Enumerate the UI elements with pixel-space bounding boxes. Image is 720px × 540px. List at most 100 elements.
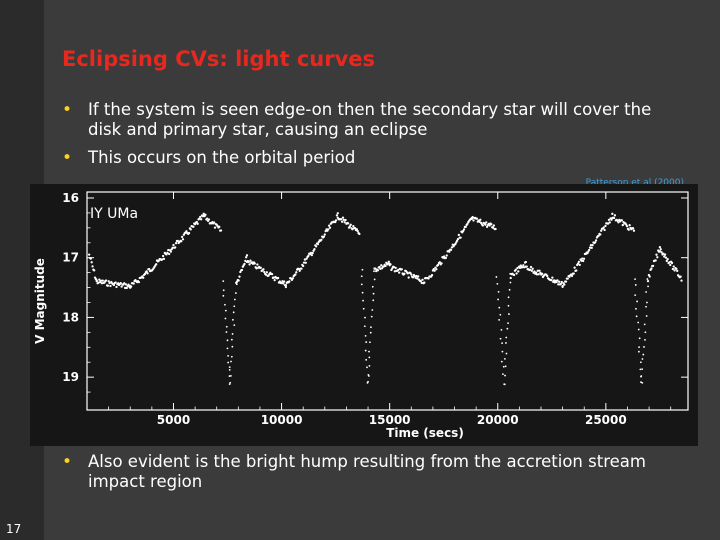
data-point (505, 336, 508, 339)
data-point (204, 213, 207, 216)
data-point (525, 265, 528, 268)
data-point (612, 216, 616, 220)
data-point (309, 251, 313, 255)
data-point (302, 261, 306, 264)
data-point (174, 246, 177, 249)
data-point (471, 215, 474, 219)
y-tick-label: 19 (62, 370, 79, 384)
data-point (334, 219, 338, 222)
data-point (655, 253, 658, 256)
data-point (662, 252, 665, 255)
data-point (670, 261, 674, 265)
data-point (233, 298, 236, 301)
data-point (440, 262, 443, 265)
data-point (637, 328, 640, 331)
data-point (129, 285, 133, 288)
data-point (232, 318, 234, 321)
data-point (407, 276, 410, 279)
data-point (517, 270, 520, 273)
data-point (297, 267, 301, 271)
data-point (327, 228, 330, 231)
data-point (303, 258, 307, 261)
data-point (507, 304, 510, 307)
data-point (572, 272, 575, 275)
data-point (142, 276, 145, 279)
data-point (563, 283, 566, 286)
data-point (347, 222, 350, 225)
data-point (351, 228, 354, 231)
data-point (225, 331, 228, 333)
data-point (366, 366, 368, 369)
data-point (485, 225, 489, 228)
data-point (117, 282, 120, 285)
data-point (316, 242, 320, 246)
data-point (298, 269, 301, 272)
data-point (146, 272, 149, 275)
data-point (502, 365, 505, 368)
data-point (625, 224, 629, 228)
data-point (522, 264, 525, 267)
data-point (213, 226, 217, 229)
data-point (500, 328, 503, 331)
x-tick-label: 15000 (369, 413, 411, 427)
data-point (218, 225, 221, 228)
data-point (124, 283, 128, 286)
data-point (244, 259, 247, 263)
data-point (315, 245, 318, 248)
data-point (255, 267, 258, 270)
data-point (570, 274, 574, 278)
data-point (169, 250, 173, 253)
data-point (531, 267, 534, 270)
axis-ticks (87, 192, 688, 410)
data-point (231, 333, 234, 335)
data-point (607, 218, 611, 222)
data-point (181, 238, 185, 241)
data-point (362, 299, 364, 302)
data-point (658, 246, 662, 249)
data-point (576, 262, 580, 265)
data-point (581, 257, 584, 260)
data-point (322, 235, 326, 238)
data-point (198, 217, 201, 220)
data-point (450, 246, 454, 249)
data-point (675, 267, 678, 270)
data-point (108, 281, 111, 285)
data-point (185, 230, 188, 233)
data-point (199, 218, 203, 221)
data-point (226, 339, 229, 342)
data-point (105, 279, 108, 282)
data-point (611, 212, 614, 215)
data-point (634, 278, 636, 281)
data-point (98, 278, 101, 281)
data-point (546, 274, 549, 278)
data-point (280, 281, 283, 285)
bullet-text: This occurs on the orbital period (88, 148, 356, 167)
data-point (364, 334, 367, 337)
data-point (636, 300, 638, 303)
data-point (658, 250, 662, 253)
data-point (227, 354, 230, 357)
data-point (386, 262, 390, 265)
data-point (646, 279, 650, 283)
data-point (180, 235, 184, 239)
data-point (416, 277, 419, 280)
data-point (591, 243, 594, 247)
data-point (145, 270, 148, 273)
data-point (654, 259, 657, 262)
data-point (228, 375, 231, 377)
slide-number: 17 (6, 522, 22, 536)
data-point (637, 350, 640, 353)
data-point (400, 268, 403, 271)
data-point (499, 313, 502, 316)
data-point (243, 262, 246, 266)
data-point (639, 368, 642, 371)
data-point (663, 255, 666, 258)
data-point (398, 271, 401, 274)
data-point (499, 337, 502, 340)
data-point (244, 256, 248, 259)
data-point (115, 285, 118, 289)
data-point (394, 266, 397, 270)
data-point (384, 264, 387, 268)
data-point (504, 374, 506, 377)
data-point (237, 279, 240, 282)
